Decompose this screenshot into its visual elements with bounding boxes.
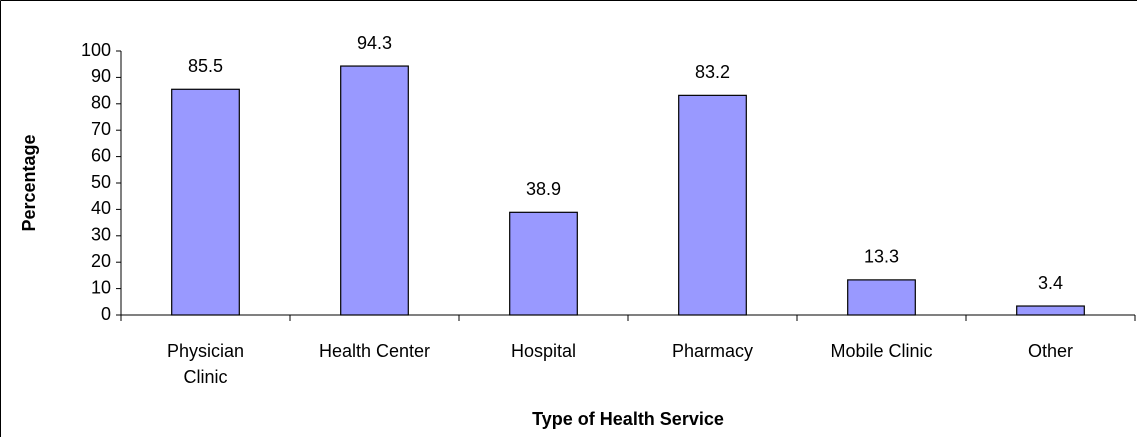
x-tick-label: Hospital [511,341,576,361]
bar [1016,305,1085,316]
y-tick-label: 60 [91,145,111,165]
bar [847,279,916,316]
data-label: 85.5 [188,56,223,76]
bar [678,94,747,316]
bar [509,211,578,316]
data-label: 13.3 [864,247,899,267]
y-tick-label: 90 [91,66,111,86]
data-label: 94.3 [357,33,392,53]
y-tick-label: 30 [91,225,111,245]
data-label: 3.4 [1038,273,1063,293]
y-tick-label: 20 [91,251,111,271]
bar [340,65,409,316]
y-tick-label: 10 [91,277,111,297]
x-tick-label: Other [1028,341,1073,361]
x-tick-label: Physician Clinic [167,341,244,387]
y-tick-label: 50 [91,172,111,192]
y-tick-label: 100 [81,40,111,60]
x-tick-label: Health Center [319,341,430,361]
x-tick-label: Pharmacy [672,341,753,361]
x-tick-label: Mobile Clinic [830,341,932,361]
bar [171,88,240,316]
data-label: 38.9 [526,179,561,199]
x-axis-title: Type of Health Service [532,409,724,429]
data-label: 83.2 [695,62,730,82]
y-tick-label: 70 [91,119,111,139]
y-tick-label: 80 [91,93,111,113]
y-axis-title: Percentage [19,134,39,231]
y-tick-label: 40 [91,198,111,218]
y-tick-label: 0 [101,304,111,324]
